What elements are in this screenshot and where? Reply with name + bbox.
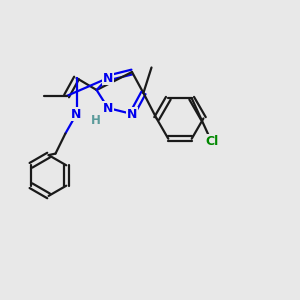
Text: N: N (103, 71, 113, 85)
Text: N: N (103, 101, 113, 115)
Text: Cl: Cl (205, 135, 218, 148)
Text: N: N (71, 107, 82, 121)
Text: H: H (91, 114, 100, 127)
Text: N: N (127, 107, 137, 121)
